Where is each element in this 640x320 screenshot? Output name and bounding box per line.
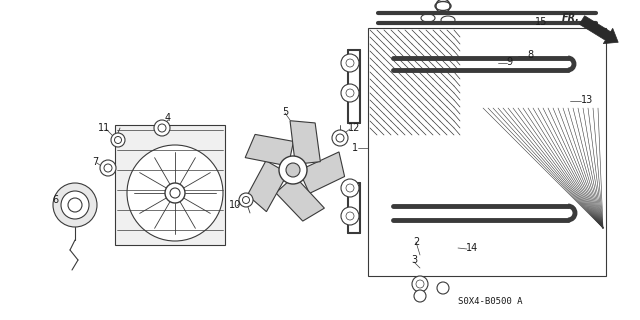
Text: 1: 1	[352, 143, 358, 153]
Text: 5: 5	[282, 107, 288, 117]
Polygon shape	[276, 180, 324, 221]
Circle shape	[61, 191, 89, 219]
Text: 14: 14	[466, 243, 478, 253]
Circle shape	[165, 183, 185, 203]
Polygon shape	[302, 152, 344, 193]
Text: 2: 2	[413, 237, 419, 247]
Circle shape	[286, 163, 300, 177]
Circle shape	[154, 120, 170, 136]
Text: 9: 9	[506, 57, 512, 67]
Text: 4: 4	[165, 113, 171, 123]
Circle shape	[437, 282, 449, 294]
Circle shape	[239, 193, 253, 207]
Circle shape	[100, 160, 116, 176]
Text: 10: 10	[229, 200, 241, 210]
Polygon shape	[245, 134, 294, 165]
Circle shape	[341, 54, 359, 72]
Circle shape	[341, 207, 359, 225]
Text: 15: 15	[535, 17, 547, 27]
Circle shape	[341, 179, 359, 197]
Bar	[115, 125, 225, 245]
Text: S0X4-B0500 A: S0X4-B0500 A	[458, 298, 522, 307]
Text: 11: 11	[98, 123, 110, 133]
FancyArrow shape	[579, 16, 618, 44]
Text: 13: 13	[581, 95, 593, 105]
Text: 3: 3	[411, 255, 417, 265]
Text: 6: 6	[52, 195, 58, 205]
Polygon shape	[248, 161, 285, 212]
Text: 8: 8	[527, 50, 533, 60]
Circle shape	[332, 130, 348, 146]
Circle shape	[53, 183, 97, 227]
Text: FR.: FR.	[562, 13, 580, 23]
Circle shape	[111, 133, 125, 147]
Circle shape	[414, 290, 426, 302]
Text: 7: 7	[92, 157, 98, 167]
Circle shape	[341, 84, 359, 102]
Text: 12: 12	[348, 123, 360, 133]
Bar	[368, 28, 606, 276]
Polygon shape	[290, 121, 321, 164]
Circle shape	[279, 156, 307, 184]
Circle shape	[127, 145, 223, 241]
Circle shape	[412, 276, 428, 292]
